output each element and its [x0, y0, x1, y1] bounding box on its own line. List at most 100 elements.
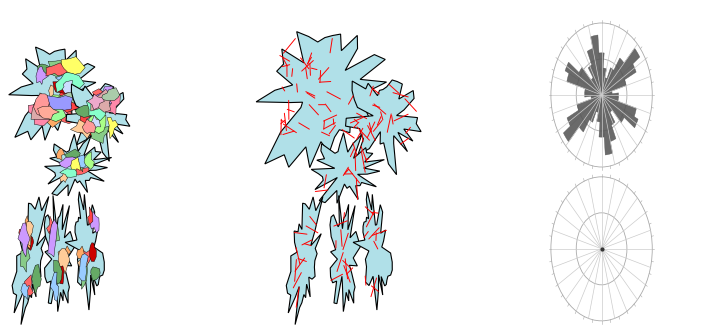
Polygon shape	[602, 95, 613, 155]
Polygon shape	[602, 64, 636, 95]
Polygon shape	[567, 95, 602, 126]
Polygon shape	[90, 243, 96, 262]
Polygon shape	[90, 267, 100, 281]
Polygon shape	[24, 221, 33, 246]
Polygon shape	[48, 219, 58, 257]
Polygon shape	[87, 112, 101, 126]
Polygon shape	[599, 53, 604, 95]
Polygon shape	[36, 67, 49, 85]
Polygon shape	[602, 95, 618, 101]
Polygon shape	[75, 105, 98, 117]
Polygon shape	[585, 89, 602, 95]
Polygon shape	[84, 152, 94, 169]
Polygon shape	[602, 95, 616, 142]
Polygon shape	[74, 155, 90, 165]
Polygon shape	[55, 72, 85, 99]
Polygon shape	[53, 80, 79, 96]
Polygon shape	[101, 88, 119, 101]
Polygon shape	[87, 94, 104, 110]
Polygon shape	[25, 216, 31, 249]
Polygon shape	[58, 248, 70, 274]
Polygon shape	[602, 80, 626, 95]
Polygon shape	[77, 160, 85, 172]
Polygon shape	[602, 91, 612, 95]
Polygon shape	[584, 93, 602, 97]
Polygon shape	[86, 100, 106, 121]
Polygon shape	[602, 68, 614, 95]
Polygon shape	[90, 211, 99, 233]
Polygon shape	[50, 272, 59, 301]
Polygon shape	[602, 68, 607, 95]
Polygon shape	[28, 103, 50, 126]
Polygon shape	[47, 96, 73, 110]
Polygon shape	[57, 91, 88, 106]
Polygon shape	[77, 257, 88, 268]
Polygon shape	[32, 93, 62, 128]
Polygon shape	[602, 95, 615, 125]
Polygon shape	[70, 120, 93, 139]
Polygon shape	[597, 95, 602, 122]
Polygon shape	[602, 58, 624, 95]
Polygon shape	[256, 32, 387, 168]
Polygon shape	[353, 192, 392, 310]
Polygon shape	[62, 80, 75, 93]
Polygon shape	[44, 195, 75, 312]
Polygon shape	[19, 228, 27, 240]
Polygon shape	[54, 260, 62, 284]
Polygon shape	[602, 95, 638, 128]
Polygon shape	[32, 264, 41, 295]
Polygon shape	[52, 84, 79, 116]
Polygon shape	[40, 102, 72, 116]
Polygon shape	[33, 94, 51, 117]
Polygon shape	[90, 126, 109, 143]
Polygon shape	[48, 85, 56, 112]
Polygon shape	[591, 95, 602, 99]
Polygon shape	[602, 48, 640, 95]
Polygon shape	[579, 67, 602, 95]
Polygon shape	[25, 235, 34, 250]
Polygon shape	[88, 114, 106, 134]
Polygon shape	[589, 95, 602, 122]
Polygon shape	[79, 254, 88, 281]
Polygon shape	[565, 62, 602, 95]
Polygon shape	[599, 95, 604, 137]
Polygon shape	[65, 192, 104, 310]
Polygon shape	[9, 47, 96, 140]
Polygon shape	[71, 157, 80, 174]
Polygon shape	[330, 195, 361, 312]
Polygon shape	[50, 222, 59, 241]
Polygon shape	[56, 149, 64, 161]
Polygon shape	[59, 157, 78, 168]
Polygon shape	[62, 149, 80, 165]
Polygon shape	[602, 95, 636, 117]
Polygon shape	[591, 35, 602, 95]
Polygon shape	[55, 100, 76, 124]
Polygon shape	[602, 93, 618, 97]
Polygon shape	[60, 172, 68, 182]
Polygon shape	[106, 93, 120, 115]
Polygon shape	[21, 284, 30, 300]
Polygon shape	[66, 84, 130, 161]
Polygon shape	[579, 95, 602, 132]
Polygon shape	[72, 164, 89, 175]
Polygon shape	[79, 260, 88, 289]
Polygon shape	[83, 119, 96, 134]
Polygon shape	[43, 95, 64, 121]
Polygon shape	[62, 56, 85, 74]
Polygon shape	[602, 95, 612, 112]
Polygon shape	[46, 63, 67, 76]
Polygon shape	[587, 48, 602, 95]
Polygon shape	[602, 77, 607, 95]
Polygon shape	[58, 265, 65, 284]
Polygon shape	[596, 95, 602, 113]
Polygon shape	[38, 106, 59, 119]
Polygon shape	[58, 246, 71, 259]
Polygon shape	[93, 89, 113, 109]
Polygon shape	[591, 78, 602, 95]
Polygon shape	[577, 95, 602, 110]
Polygon shape	[77, 246, 85, 264]
Polygon shape	[91, 115, 101, 129]
Polygon shape	[31, 100, 62, 120]
Polygon shape	[286, 196, 323, 325]
Polygon shape	[59, 169, 77, 177]
